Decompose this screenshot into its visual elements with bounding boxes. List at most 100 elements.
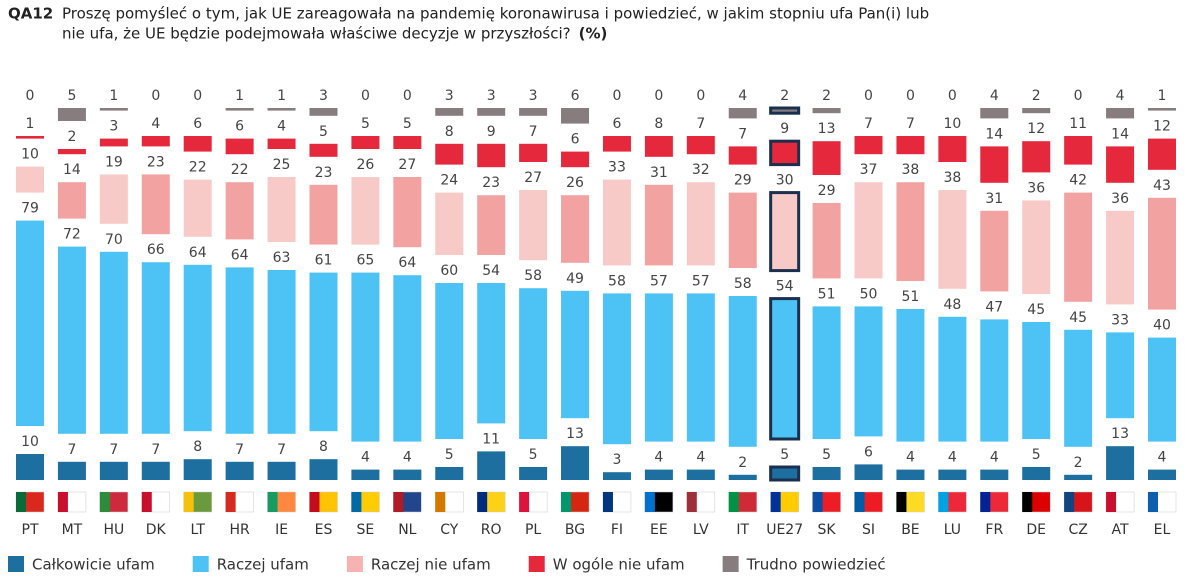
bar-segment [728, 474, 757, 480]
value-label: 10 [21, 434, 39, 450]
flag [1147, 491, 1177, 513]
value-label: 33 [1111, 312, 1129, 328]
bar-segment [57, 246, 86, 434]
legend-swatch [528, 556, 545, 572]
bar-segment [435, 143, 464, 165]
bar-segment [686, 293, 715, 442]
value-label: 72 [63, 227, 81, 243]
legend-swatch [346, 556, 363, 572]
flag-part [770, 492, 781, 512]
bar-segment [477, 143, 506, 168]
x-tick-label: BG [565, 522, 585, 538]
value-label: 1 [109, 88, 118, 104]
bar-segment [141, 461, 170, 480]
bar-segment [1106, 446, 1135, 480]
bar-segment [393, 136, 422, 149]
bar-segment [309, 143, 338, 157]
flag-part [896, 492, 907, 512]
value-label: 7 [151, 442, 160, 458]
flag-part [519, 492, 530, 512]
value-label: 0 [864, 88, 873, 104]
bar-segment [561, 151, 590, 168]
value-label: 45 [1027, 302, 1045, 318]
bar-segment [812, 203, 841, 279]
value-label: 22 [231, 162, 249, 178]
value-label: 58 [608, 273, 626, 289]
bar-segment [477, 195, 506, 255]
value-label: 40 [1153, 318, 1171, 334]
flag-part [980, 492, 991, 512]
bar-segment [980, 146, 1009, 183]
bar-segment [267, 461, 296, 480]
value-label: 1 [1158, 88, 1167, 104]
bar-segment [99, 251, 128, 434]
flag [57, 491, 87, 513]
legend-label: Całkowicie ufam [32, 556, 155, 574]
bar-segment [728, 108, 757, 119]
value-label: 6 [864, 444, 873, 460]
bar-segment [602, 293, 631, 445]
value-label: 8 [654, 116, 663, 132]
bar-segment [896, 469, 925, 480]
x-tick-label: MT [62, 522, 83, 538]
value-label: 50 [860, 286, 878, 302]
flag-part [309, 492, 320, 512]
bar-segment [519, 467, 548, 480]
bar-segment [435, 467, 464, 480]
bar-segment [602, 179, 631, 266]
legend-label: Raczej nie ufam [371, 556, 491, 574]
x-tick-label: EL [1154, 522, 1171, 538]
legend-label: Trudno powiedzieć [746, 556, 886, 574]
value-label: 5 [67, 88, 76, 104]
flag-part [644, 492, 655, 512]
value-label: 6 [571, 132, 580, 148]
flag [351, 491, 380, 513]
legend-swatch [8, 556, 24, 572]
value-label: 4 [990, 88, 999, 104]
bar-segment [393, 177, 422, 248]
value-label: 23 [315, 165, 333, 181]
bar-segment [854, 464, 883, 480]
title-unit: (%) [579, 25, 608, 43]
value-label: 9 [487, 124, 496, 140]
bar-segment [980, 319, 1009, 442]
value-label: 5 [445, 447, 454, 463]
value-label: 4 [361, 450, 370, 466]
bar-segment [519, 288, 548, 439]
value-label: 24 [440, 173, 458, 189]
bar-segment [267, 270, 296, 434]
bar-segment [435, 108, 464, 116]
value-label: 61 [315, 253, 333, 269]
value-label: 22 [189, 160, 207, 176]
bar-segment [309, 459, 338, 480]
bar-segment [1148, 337, 1176, 442]
value-label: 14 [1111, 126, 1129, 142]
bar-segment [686, 469, 715, 480]
bar-segment [938, 136, 967, 162]
bar-segment [141, 174, 170, 235]
x-tick-label: LU [944, 522, 961, 538]
value-label: 2 [1032, 88, 1041, 104]
value-label: 23 [482, 175, 500, 191]
bar-segment [769, 297, 801, 441]
value-label: 6 [235, 119, 244, 135]
x-tick-label: IE [275, 522, 288, 538]
bar-segment [1106, 108, 1135, 119]
value-label: 0 [906, 88, 915, 104]
value-label: 36 [1111, 191, 1129, 207]
bar-segment [1148, 108, 1176, 111]
value-label: 7 [864, 116, 873, 132]
flag [1021, 491, 1051, 513]
value-label: 10 [943, 116, 961, 132]
bar-segment [435, 283, 464, 439]
x-tick-label: BE [901, 522, 919, 538]
bar-segment [1022, 322, 1051, 439]
bar-segment [1022, 108, 1051, 114]
value-label: 3 [613, 452, 622, 468]
x-tick-label: PL [525, 522, 541, 538]
value-label: 7 [109, 442, 118, 458]
flag-part [351, 492, 362, 512]
bar-segment [854, 136, 883, 155]
value-label: 11 [1069, 116, 1087, 132]
x-tick-label: UE27 [766, 522, 803, 538]
